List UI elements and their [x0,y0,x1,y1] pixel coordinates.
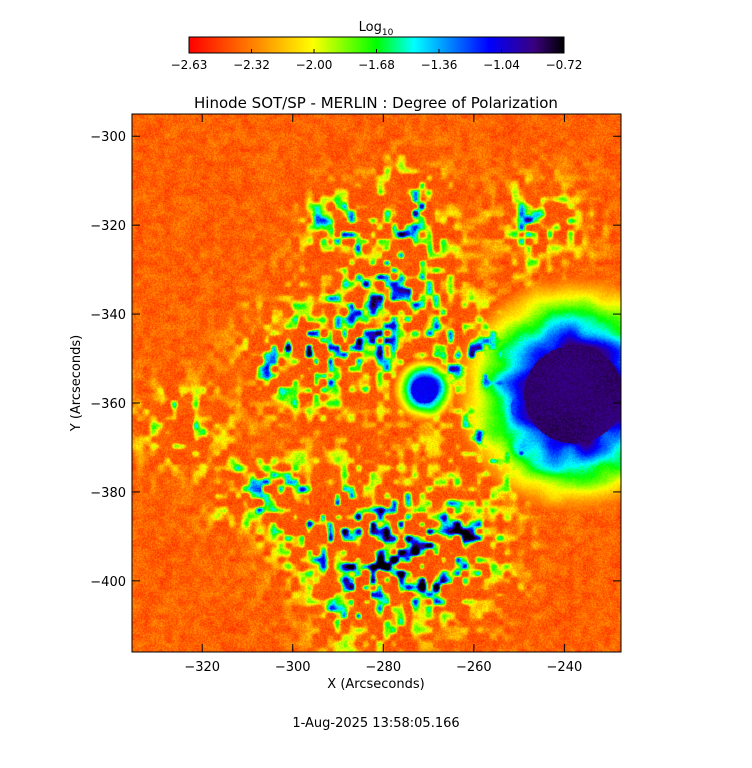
colorbar: Log10 −2.63 −2.32 −2.00 −1.68 −1.36 −1.04 −0.7… [171,20,583,72]
x-tick-label: −320 [184,660,220,675]
colorbar-title: Log10 [359,20,394,38]
y-tick-label: −360 [90,397,126,412]
y-axis-ticks: −300 −320 −340 −360 −380 −400 [90,130,621,590]
colorbar-tick-label: −1.68 [358,58,395,72]
x-tick-label: −280 [365,660,401,675]
x-tick-label: −300 [275,660,311,675]
y-tick-label: −320 [90,219,126,234]
y-tick-label: −300 [90,130,126,145]
chart-title: Hinode SOT/SP - MERLIN : Degree of Polar… [194,94,558,112]
colorbar-tick-label: −0.72 [546,58,583,72]
colorbar-ticks: −2.63 −2.32 −2.00 −1.68 −1.36 −1.04 −0.72 [171,49,583,72]
plot-frame [131,113,622,653]
colorbar-tick-label: −2.00 [296,58,333,72]
heatmap-image [132,114,621,652]
x-tick-label: −260 [456,660,492,675]
y-tick-label: −380 [90,486,126,501]
x-axis-label: X (Arcseconds) [327,677,424,692]
y-axis-label: Y (Arcseconds) [69,335,84,432]
colorbar-tick-label: −2.63 [171,58,208,72]
plot-area: −320 −300 −280 −260 −240 −300 −320 −340 −360 −38… [90,113,622,675]
x-tick-label: −240 [547,660,583,675]
y-tick-label: −340 [90,308,126,323]
x-axis-ticks: −320 −300 −280 −260 −240 [184,114,582,675]
y-tick-label: −400 [90,575,126,590]
colorbar-tick-label: −2.32 [233,58,270,72]
timestamp: 1-Aug-2025 13:58:05.166 [292,716,460,731]
colorbar-tick-label: −1.36 [421,58,458,72]
colorbar-tick-label: −1.04 [483,58,520,72]
